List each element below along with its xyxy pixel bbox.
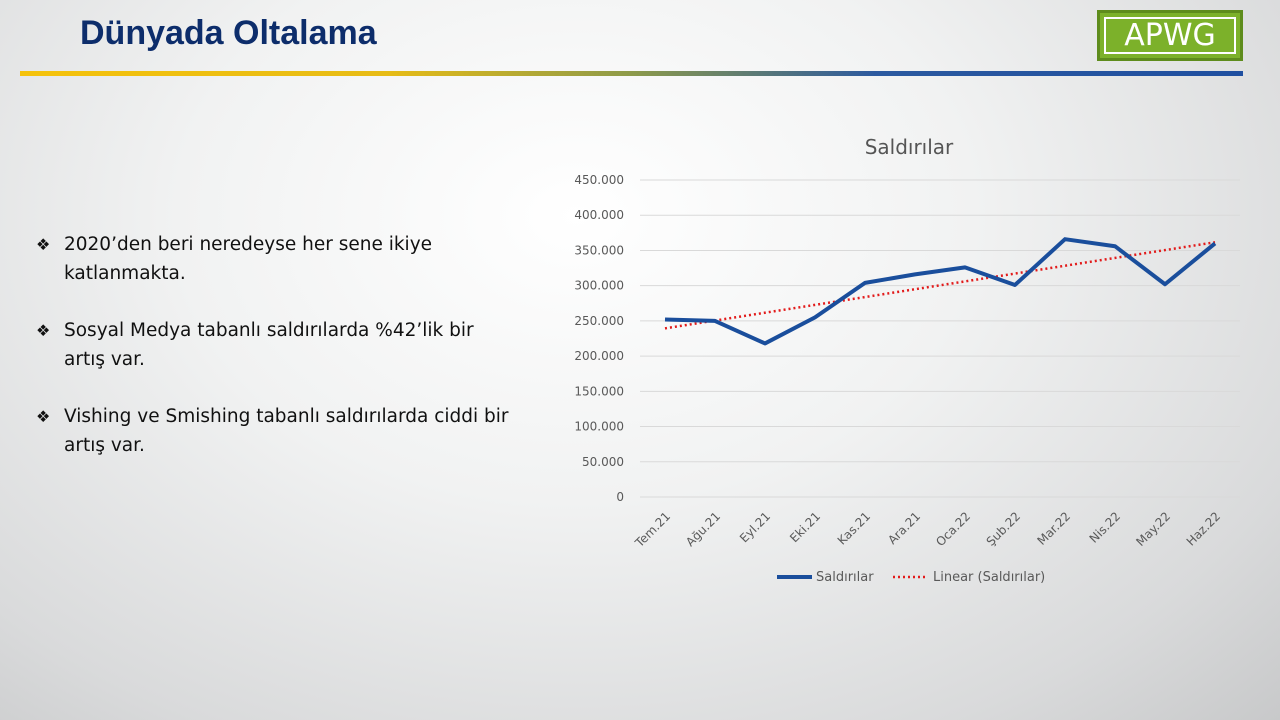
bullet-list: ❖ 2020’den beri neredeyse her sene ikiye… <box>36 230 516 488</box>
y-tick-label: 450.000 <box>574 173 624 187</box>
y-tick-label: 250.000 <box>574 314 624 328</box>
x-tick-label: Mar.22 <box>1034 509 1073 548</box>
y-tick-label: 0 <box>616 490 624 504</box>
x-tick-label: Tem.21 <box>632 509 673 550</box>
x-tick-label: Haz.22 <box>1184 509 1223 548</box>
apwg-logo: APWG <box>1097 10 1243 61</box>
x-tick-label: Eki.21 <box>787 509 823 545</box>
y-tick-label: 400.000 <box>574 208 624 222</box>
logo-text: APWG <box>1104 17 1236 54</box>
y-tick-label: 200.000 <box>574 349 624 363</box>
page-title: Dünyada Oltalama <box>80 14 377 52</box>
header-divider <box>20 71 1243 76</box>
y-tick-label: 350.000 <box>574 243 624 257</box>
y-tick-label: 50.000 <box>582 455 624 469</box>
y-tick-label: 150.000 <box>574 384 624 398</box>
attacks-line-chart: Saldırılar 0 50.000 100.000 150.000 200.000 2… <box>574 135 1240 585</box>
x-tick-label: Oca.22 <box>933 509 973 549</box>
legend-label-trend: Linear (Saldırılar) <box>933 570 1045 585</box>
x-tick-label: Nis.22 <box>1087 509 1124 546</box>
series-line-saldirilar <box>664 237 1217 346</box>
x-tick-label: Kas.21 <box>835 509 873 547</box>
x-tick-label: Ara.21 <box>885 509 923 547</box>
diamond-bullet-icon: ❖ <box>36 235 51 254</box>
y-tick-label: 100.000 <box>574 420 624 434</box>
bullet-item: ❖ 2020’den beri neredeyse her sene ikiye… <box>36 230 516 288</box>
x-tick-label: Ağu.21 <box>683 509 723 549</box>
bullet-text: Sosyal Medya tabanlı saldırılarda %42’li… <box>64 320 474 370</box>
y-tick-label: 300.000 <box>574 279 624 293</box>
x-tick-label: Eyl.21 <box>737 509 773 545</box>
bullet-text: 2020’den beri neredeyse her sene ikiye k… <box>64 234 433 284</box>
diamond-bullet-icon: ❖ <box>36 321 51 340</box>
diamond-bullet-icon: ❖ <box>36 407 51 426</box>
bullet-item: ❖ Sosyal Medya tabanlı saldırılarda %42’… <box>36 316 516 374</box>
bullet-item: ❖ Vishing ve Smishing tabanlı saldırılar… <box>36 402 516 460</box>
chart-title: Saldırılar <box>865 135 954 159</box>
x-tick-label: May.22 <box>1133 509 1173 549</box>
bullet-text: Vishing ve Smishing tabanlı saldırılarda… <box>64 406 509 456</box>
x-tick-label: Şub.22 <box>984 509 1024 549</box>
legend-label-series: Saldırılar <box>816 570 874 585</box>
